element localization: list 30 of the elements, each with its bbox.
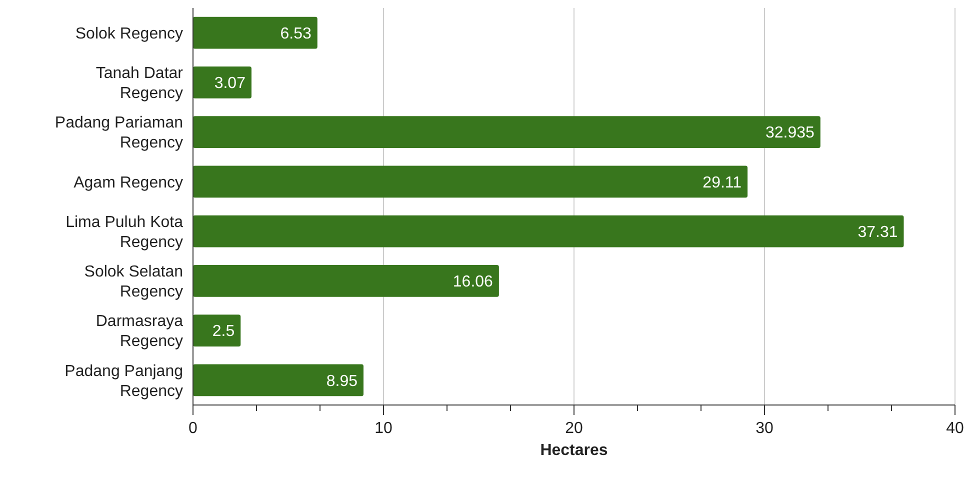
bar: [193, 364, 364, 396]
y-tick-label: Solok Regency: [75, 25, 183, 42]
bar: [193, 215, 904, 248]
data-label: 8.95: [326, 372, 358, 390]
data-label: 16.06: [452, 274, 494, 291]
data-label: 29.11: [702, 174, 742, 192]
x-axis-title: Hectares: [540, 442, 608, 459]
x-tick-label: 40: [946, 420, 964, 437]
data-label: 32.935: [765, 124, 815, 142]
y-tick-label: Tanah Datar Regency: [96, 65, 184, 102]
data-label: 3.07: [214, 75, 246, 92]
data-label: 37.31: [858, 224, 898, 241]
bar: [193, 166, 748, 198]
y-tick-label: Darmasraya Regency: [96, 313, 184, 350]
y-tick-label: Lima Puluh Kota Regency: [66, 214, 184, 251]
x-tick-label: 10: [374, 420, 392, 437]
x-tick-label: 30: [756, 420, 774, 437]
y-tick-label: Padang Pariaman Regency: [54, 114, 183, 152]
bar: [193, 116, 820, 148]
x-tick-label: 0: [188, 420, 198, 437]
bar: [193, 314, 241, 346]
y-tick-label: Agam Regency: [74, 174, 183, 192]
bar: [193, 265, 499, 297]
y-tick-label: Padang Panjang Regency: [64, 362, 183, 400]
data-label: 6.53: [280, 25, 312, 42]
bar: [193, 16, 318, 49]
data-label: 2.5: [212, 323, 235, 340]
x-tick-label: 20: [565, 420, 583, 437]
y-tick-label: Solok Selatan Regency: [84, 264, 183, 301]
bar: [193, 66, 252, 98]
